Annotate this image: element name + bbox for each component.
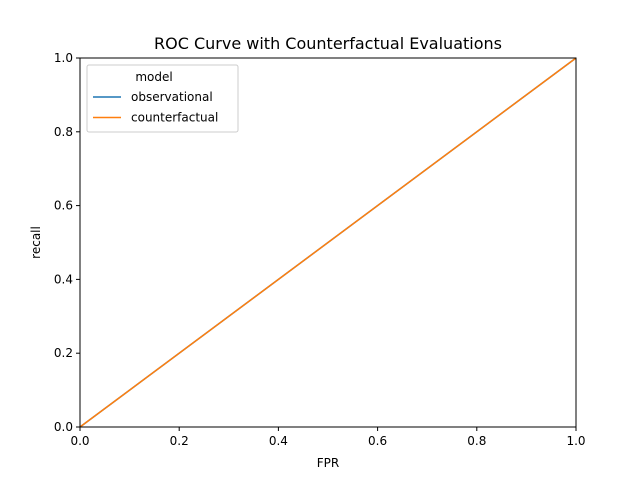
x-tick-label: 0.6 [368,434,387,448]
x-tick-label: 0.8 [467,434,486,448]
x-tick-label: 0.2 [170,434,189,448]
x-axis-label: FPR [317,456,339,470]
plot-area [79,57,577,428]
legend-label-observational: observational [131,90,213,104]
y-tick-label: 0.0 [54,420,73,434]
y-axis: 0.0 0.2 0.4 0.6 0.8 1.0 [54,51,80,434]
legend-box [86,64,239,133]
plot-frame [79,57,577,428]
y-tick-label: 1.0 [54,51,73,65]
y-axis-label: recall [29,226,43,259]
series-line-counterfactual [79,57,577,428]
x-tick-label: 1.0 [566,434,585,448]
y-tick-label: 0.2 [54,346,73,360]
x-tick-label: 0.4 [269,434,288,448]
y-tick-label: 0.6 [54,199,73,213]
chart-title: ROC Curve with Counterfactual Evaluation… [154,34,502,53]
legend: model observational counterfactual [86,64,239,133]
legend-label-counterfactual: counterfactual [131,111,218,125]
y-tick-label: 0.8 [54,125,73,139]
x-tick-label: 0.0 [70,434,89,448]
y-tick-label: 0.4 [54,272,73,286]
x-axis: 0.0 0.2 0.4 0.6 0.8 1.0 [70,427,586,448]
legend-title: model [135,70,172,84]
